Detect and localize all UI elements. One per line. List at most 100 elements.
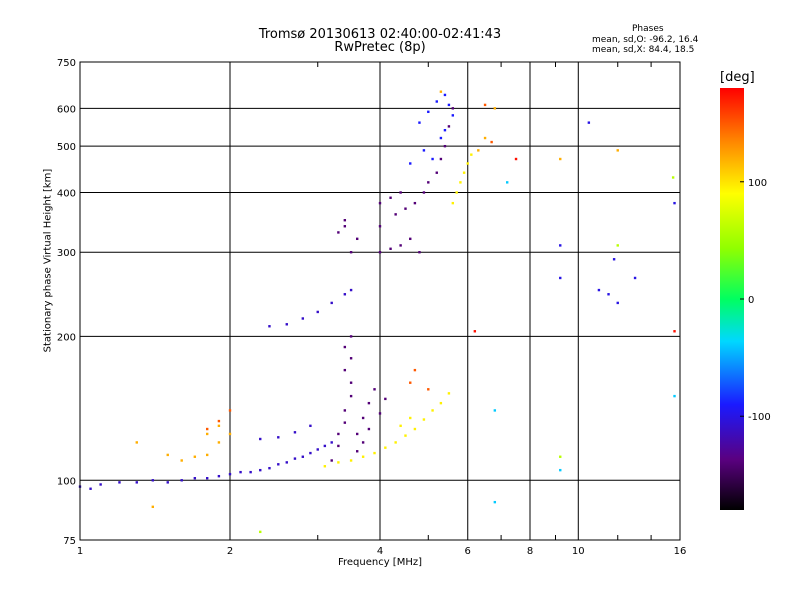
data-point xyxy=(361,455,365,458)
data-point xyxy=(451,114,455,117)
data-point xyxy=(361,416,365,420)
data-point xyxy=(205,477,209,480)
data-point xyxy=(671,176,675,179)
data-point xyxy=(439,90,443,93)
data-point xyxy=(166,481,169,484)
phases-o-stats: mean, sd,O: -96.2, 16.4 xyxy=(592,35,699,45)
phases-x-stats: mean, sd,X: 84.4, 18.5 xyxy=(592,45,695,55)
data-point xyxy=(309,424,312,428)
data-point xyxy=(559,157,562,161)
data-point xyxy=(316,448,319,451)
data-point xyxy=(409,381,412,384)
data-point xyxy=(427,388,430,391)
data-point xyxy=(477,149,480,152)
data-point xyxy=(505,181,509,184)
data-point xyxy=(285,461,288,464)
data-point xyxy=(559,276,562,280)
data-point xyxy=(404,207,407,210)
data-point xyxy=(293,457,297,460)
data-point xyxy=(439,136,443,140)
y-tick-label: 200 xyxy=(57,332,76,343)
data-point xyxy=(559,468,562,472)
data-point xyxy=(355,450,359,453)
data-point xyxy=(337,231,340,234)
data-point xyxy=(249,470,252,474)
data-point xyxy=(394,213,397,216)
data-point xyxy=(427,110,430,114)
data-point xyxy=(422,191,426,194)
data-point xyxy=(323,444,327,448)
data-point xyxy=(193,455,197,458)
data-point xyxy=(316,310,319,314)
data-point xyxy=(367,401,371,405)
data-point xyxy=(413,368,417,372)
data-point xyxy=(239,470,242,474)
data-point xyxy=(337,444,340,448)
data-point xyxy=(473,330,477,333)
data-point xyxy=(349,394,353,398)
data-point xyxy=(455,191,458,194)
data-points xyxy=(78,90,676,534)
data-point xyxy=(673,394,676,398)
data-point xyxy=(389,247,392,250)
grid-lines xyxy=(79,61,681,541)
y-tick-label: 750 xyxy=(57,58,76,69)
data-point xyxy=(343,409,347,412)
data-point xyxy=(470,153,473,156)
data-point xyxy=(435,171,438,174)
data-point xyxy=(343,219,347,222)
data-point xyxy=(384,397,387,401)
data-point xyxy=(443,128,447,132)
data-point xyxy=(439,157,443,161)
data-point xyxy=(349,381,353,384)
data-point xyxy=(205,453,209,457)
data-point xyxy=(443,93,447,97)
y-tick-label: 75 xyxy=(63,536,76,547)
data-point xyxy=(462,171,466,174)
x-tick-labels: 1 2 4 6 8 10 16 xyxy=(77,546,687,557)
data-point xyxy=(268,466,271,470)
data-point xyxy=(277,463,280,466)
data-point xyxy=(193,477,197,480)
data-point xyxy=(228,409,232,412)
data-point xyxy=(180,459,183,462)
data-point xyxy=(330,301,333,305)
data-point xyxy=(409,416,412,420)
data-point xyxy=(673,201,676,205)
data-point xyxy=(151,479,155,482)
data-point xyxy=(89,487,92,490)
x-tick-label: 2 xyxy=(227,546,233,557)
y-tick-label: 500 xyxy=(57,142,76,153)
data-point xyxy=(217,419,221,423)
data-point xyxy=(483,103,487,107)
x-tick-label: 16 xyxy=(674,546,687,557)
data-point xyxy=(259,437,262,441)
data-point xyxy=(418,251,421,254)
data-point xyxy=(355,432,359,436)
data-point xyxy=(616,149,619,152)
colorbar-tick-label: -100 xyxy=(748,412,771,423)
data-point xyxy=(431,157,434,161)
data-point xyxy=(259,530,262,534)
data-point xyxy=(490,140,493,144)
phases-title: Phases xyxy=(632,24,664,34)
data-point xyxy=(349,288,353,292)
data-point xyxy=(409,162,412,165)
data-point xyxy=(378,225,382,228)
data-point xyxy=(493,107,497,110)
data-point xyxy=(447,392,451,395)
data-point xyxy=(378,412,382,415)
data-point xyxy=(373,451,376,455)
data-point xyxy=(493,409,497,412)
data-point xyxy=(301,317,305,320)
data-point xyxy=(399,424,402,428)
data-point xyxy=(409,237,412,241)
data-point xyxy=(118,481,121,484)
data-point xyxy=(451,201,455,205)
data-point xyxy=(228,432,232,436)
data-point xyxy=(349,357,353,360)
data-point xyxy=(309,451,312,455)
y-tick-label: 300 xyxy=(57,248,76,259)
data-point xyxy=(394,441,397,444)
